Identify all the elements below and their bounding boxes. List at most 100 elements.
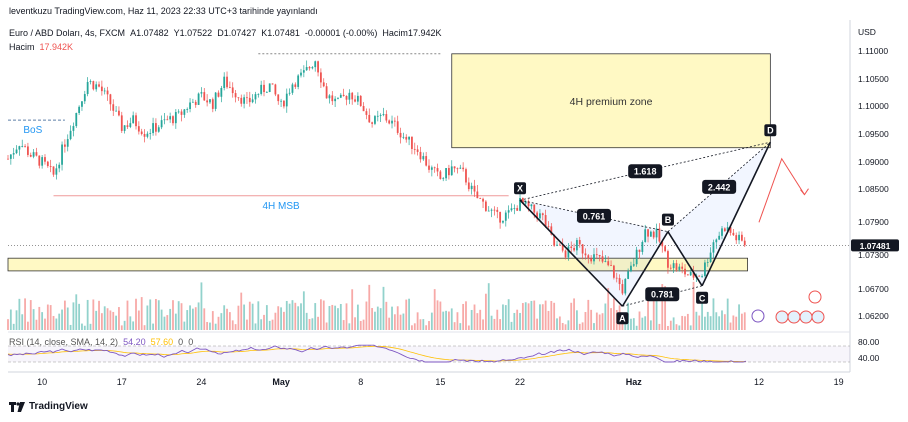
volume-bar (706, 311, 709, 330)
candle-body (402, 136, 405, 138)
pattern-point-badge (696, 291, 709, 304)
volume-bar (169, 308, 172, 330)
candle-body (320, 72, 322, 83)
rsi-extra-1: 0 (178, 337, 184, 347)
volume-bar (715, 312, 718, 330)
volume-bar (453, 322, 456, 330)
candle-body (496, 209, 499, 212)
candle-body (240, 97, 243, 104)
volume-bar (576, 310, 578, 330)
volume-bar (302, 291, 305, 330)
volume-bar (388, 317, 391, 330)
candle-body (610, 265, 612, 267)
time-tick-label: 22 (515, 377, 526, 387)
candle-body (530, 204, 533, 207)
candle-body (72, 126, 75, 131)
candle-body (152, 123, 154, 134)
candle-body (283, 100, 285, 107)
volume-bar (257, 301, 260, 330)
volume-bar (604, 303, 607, 330)
candle-body (35, 152, 38, 156)
volume-bar (189, 305, 191, 330)
ratio-label: 1.618 (634, 167, 657, 177)
volume-bar (664, 286, 667, 330)
candle-body (743, 240, 746, 246)
volume-bar (607, 287, 610, 330)
candle-body (382, 114, 385, 116)
volume-bar (448, 311, 450, 330)
candle-body (738, 234, 740, 241)
candle-body (160, 120, 163, 128)
current-price-badge (851, 239, 899, 252)
volume-bar (132, 321, 135, 330)
volume-bar (217, 316, 220, 330)
volume-bar (69, 324, 72, 330)
candle-body (490, 209, 493, 211)
volume-bar (726, 298, 729, 330)
candle-body (348, 92, 351, 100)
volume-bar (621, 322, 624, 330)
candle-body (271, 83, 274, 85)
candle-body (476, 191, 479, 199)
volume-bar (24, 298, 26, 330)
volume-bar (174, 313, 177, 330)
price-tick-label: 1.08500 (858, 184, 889, 195)
volume-bar (129, 316, 132, 330)
header-volume-value: 17.942K (407, 28, 442, 38)
volume-bar (72, 302, 75, 330)
candle-body (584, 253, 587, 256)
rsi-tick-label: 40.00 (858, 353, 880, 363)
volume-bar (356, 304, 359, 330)
rsi-label[interactable]: RSI (14, close, SMA, 14, 2) (9, 337, 119, 347)
candle-body (163, 119, 166, 121)
candle-body (277, 94, 280, 102)
volume-bar (220, 313, 223, 330)
candle-body (155, 123, 157, 132)
candle-body (422, 156, 425, 160)
high-label: Y (173, 28, 180, 38)
candle-body (123, 125, 126, 131)
candle-body (169, 116, 172, 120)
volume-bar (126, 300, 129, 330)
candle-body (661, 241, 664, 247)
volume-bar (271, 319, 274, 330)
tradingview-logo[interactable]: TradingView (9, 401, 88, 412)
volume-bar (578, 323, 581, 330)
volume-bar (78, 303, 81, 330)
candle-body (61, 144, 63, 165)
volume-bar (382, 286, 385, 330)
candle-body (75, 112, 78, 127)
volume-bar (243, 304, 246, 330)
candle-body (206, 100, 209, 103)
volume-bar (638, 311, 641, 330)
volume-bar (21, 314, 24, 330)
volume-bar (223, 305, 226, 330)
candle-body (257, 93, 260, 95)
candle-body (388, 120, 391, 124)
volume-bar (115, 315, 117, 330)
pattern-point-label: B (665, 215, 672, 225)
candle-body (246, 97, 248, 99)
volume-bar (27, 321, 29, 330)
volume-bar (191, 308, 194, 330)
volume-bar (183, 321, 186, 330)
candle-body (590, 258, 593, 262)
volume-bar (106, 308, 109, 330)
symbol-name[interactable]: Euro / ABD Doları, 4s, FXCM (9, 28, 126, 38)
volume-bar (490, 315, 493, 330)
volume-label[interactable]: Hacim (9, 42, 35, 52)
candle-body (69, 130, 72, 140)
volume-bar (305, 312, 308, 330)
candle-body (228, 87, 231, 89)
candle-body (268, 83, 271, 93)
candle-body (539, 213, 541, 219)
volume-bar (337, 308, 339, 330)
candle-body (342, 94, 345, 97)
volume-bar (123, 320, 126, 330)
candle-body (644, 229, 647, 242)
msb-label: 4H MSB (262, 201, 300, 212)
candle-body (558, 244, 561, 246)
candle-body (197, 93, 200, 105)
candle-body (607, 261, 610, 266)
